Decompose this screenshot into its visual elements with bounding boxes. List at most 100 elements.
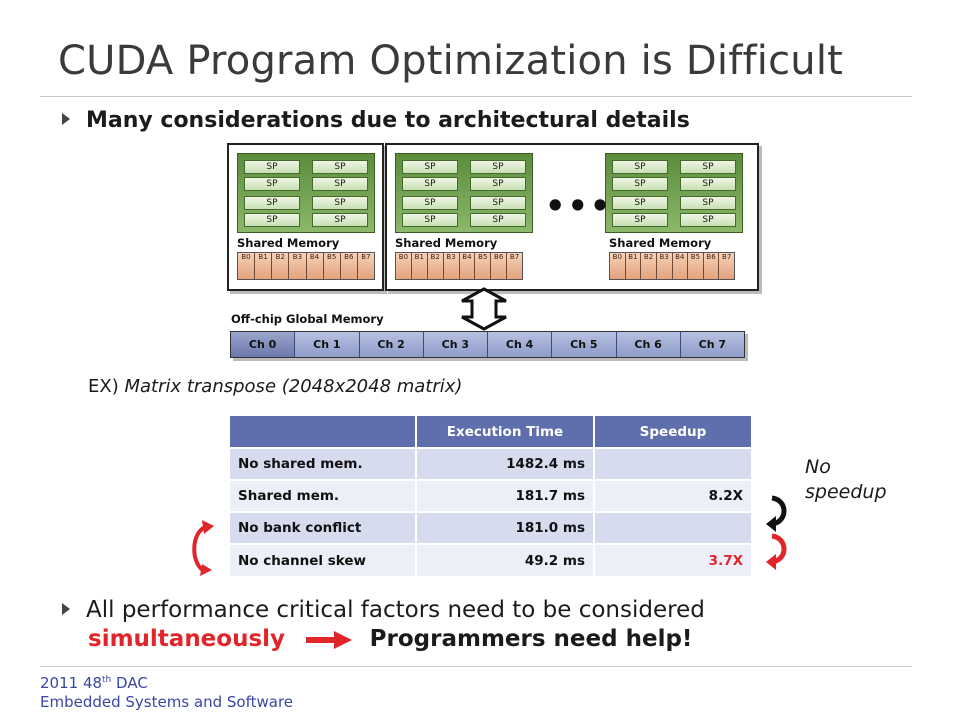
table-row: No shared mem. 1482.4 ms [230,447,751,480]
shared-memory-label: Shared Memory [395,236,498,250]
sp-cell: SP [244,213,300,227]
memory-bank: B4 [459,253,476,279]
memory-bank: B7 [719,253,734,279]
sp-cell: SP [612,160,668,174]
row-time: 181.0 ms [416,511,595,544]
memory-bank: B7 [507,253,522,279]
channel-5: Ch 5 [552,332,617,357]
shared-memory-banks-1: B0 B1 B2 B3 B4 B5 B6 B7 [237,252,375,280]
table-header-time: Execution Time [416,416,595,448]
channel-0: Ch 0 [231,332,296,357]
cycle-arrow-icon [192,520,214,576]
no-speedup-line-1: No [805,456,831,478]
sp-cell: SP [312,196,368,210]
sp-cell: SP [244,177,300,191]
sp-cell: SP [612,177,668,191]
sp-cell: SP [680,177,736,191]
sp-cell: SP [402,160,458,174]
shared-memory-label: Shared Memory [609,236,712,250]
sm-block-group: SP SP SP SP SP SP SP SP Shared Memory B0… [385,143,759,291]
footer-sup: th [102,675,112,685]
memory-bank: B2 [427,253,444,279]
memory-bank: B5 [688,253,704,279]
bidirectional-arrow-icon [461,287,507,331]
table-row: Shared mem. 181.7 ms 8.2X [230,479,751,512]
sp-cell: SP [402,196,458,210]
memory-bank: B0 [396,253,412,279]
sp-cell: SP [312,213,368,227]
memory-bank: B7 [357,253,374,279]
row-time: 181.7 ms [416,479,595,512]
channel-3: Ch 3 [423,332,488,357]
example-text: Matrix transpose (2048x2048 matrix) [124,376,463,397]
sp-cell: SP [680,213,736,227]
row-time: 1482.4 ms [416,447,595,480]
channel-4: Ch 4 [488,332,553,357]
sp-cell: SP [312,177,368,191]
row-speedup: 3.7X [594,543,751,576]
memory-bank: B6 [491,253,508,279]
bullet-arrow-icon [62,113,70,125]
footer-line-1: 2011 48th DAC [40,671,293,693]
bullet-2-emphasis: simultaneously [88,626,286,652]
row-name: Shared mem. [230,479,417,512]
row-speedup [594,447,751,480]
global-memory-channels: Ch 0 Ch 1 Ch 2 Ch 3 Ch 4 Ch 5 Ch 6 Ch 7 [230,331,745,358]
sp-cell: SP [244,160,300,174]
memory-bank: B3 [443,253,460,279]
channel-7: Ch 7 [680,332,744,357]
shared-memory-label: Shared Memory [237,236,340,250]
slide-title: CUDA Program Optimization is Difficult [58,38,844,84]
footer-year: 2011 48 [40,674,103,692]
sp-array-1: SP SP SP SP SP SP SP SP [237,153,375,233]
memory-bank: B4 [306,253,324,279]
bullet-performance-factors: All performance critical factors need to… [62,596,705,654]
row-name: No shared mem. [230,447,417,480]
sp-cell: SP [612,213,668,227]
memory-bank: B0 [238,253,256,279]
bullet-2-help: Programmers need help! [369,626,693,652]
bullet-arrow-icon [62,602,70,615]
sp-cell: SP [470,160,526,174]
memory-bank: B3 [289,253,307,279]
table-row: No bank conflict 181.0 ms [230,511,751,544]
memory-bank: B0 [610,253,626,279]
sp-cell: SP [612,196,668,210]
footer-divider [40,666,912,667]
results-table: Execution Time Speedup No shared mem. 14… [230,416,751,576]
sp-cell: SP [244,196,300,210]
sp-cell: SP [680,160,736,174]
row-name: No bank conflict [230,511,417,544]
sp-array-2: SP SP SP SP SP SP SP SP [395,153,533,233]
curved-arrow-black-icon [766,495,787,532]
no-speedup-line-2: speedup [805,481,887,503]
curved-arrow-red-icon [766,533,787,570]
table-header-speedup: Speedup [594,416,751,448]
memory-bank: B1 [255,253,273,279]
global-memory-label: Off-chip Global Memory [231,312,384,326]
sp-cell: SP [312,160,368,174]
memory-bank: B5 [475,253,492,279]
shared-memory-banks-2: B0 B1 B2 B3 B4 B5 B6 B7 [395,252,523,280]
memory-bank: B3 [656,253,673,279]
table-row: No channel skew 49.2 ms 3.7X [230,543,751,576]
shared-memory-banks-3: B0 B1 B2 B3 B4 B5 B6 B7 [609,252,735,280]
channel-1: Ch 1 [295,332,360,357]
ellipsis: ••• [545,187,613,225]
no-speedup-note: No speedup [805,455,887,505]
sp-cell: SP [470,213,526,227]
example-prefix: EX) [88,376,125,397]
row-time: 49.2 ms [416,543,595,576]
bullet-architectural-details: Many considerations due to architectural… [62,108,690,133]
memory-bank: B2 [272,253,290,279]
channel-6: Ch 6 [616,332,681,357]
memory-bank: B2 [641,253,657,279]
bullet-1-text: Many considerations due to architectural… [86,108,690,133]
sp-cell: SP [402,213,458,227]
row-speedup: 8.2X [594,479,751,512]
sp-cell: SP [402,177,458,191]
memory-bank: B6 [340,253,358,279]
sp-array-3: SP SP SP SP SP SP SP SP [605,153,743,233]
title-divider [40,96,912,97]
channel-2: Ch 2 [359,332,424,357]
